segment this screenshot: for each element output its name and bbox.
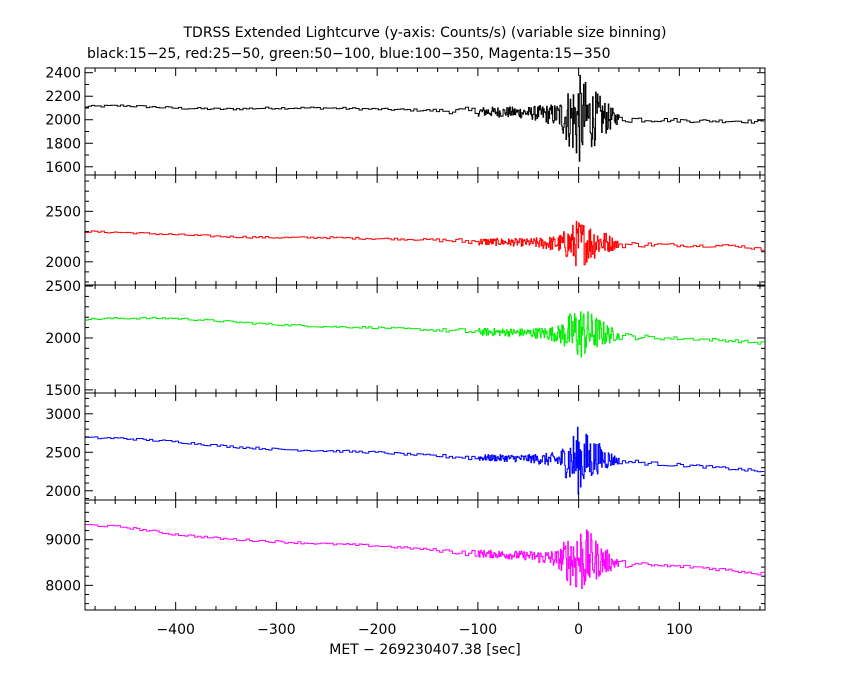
- y-tick-label: 2500: [45, 279, 81, 295]
- panels: 1600 1800 2000 2200 2400 2000 2500 1500 2000 2500…: [45, 66, 766, 611]
- x-tick-label: 0: [574, 622, 583, 638]
- x-tick-label: −400: [156, 622, 194, 638]
- y-tick-label: 2500: [45, 445, 81, 461]
- y-tick-label: 9000: [45, 533, 81, 549]
- y-tick-label: 2000: [45, 331, 81, 347]
- y-tick-label: 1800: [45, 136, 81, 152]
- panel-50-100: 1500 2000 2500: [45, 279, 766, 399]
- y-tick-label: 8000: [45, 578, 81, 594]
- x-axis-label: MET − 269230407.38 [sec]: [329, 642, 521, 658]
- x-tick-label: −300: [257, 622, 295, 638]
- panel-100-350: 2000 2500 3000: [45, 392, 766, 501]
- y-tick-label: 2000: [45, 255, 81, 271]
- panel-frame: [84, 67, 766, 176]
- panel-15-350: 8000 9000: [45, 499, 766, 611]
- y-tick-label: 1600: [45, 160, 81, 176]
- panel-15-25: 1600 1800 2000 2200 2400: [45, 66, 766, 176]
- panel-frame: [84, 499, 766, 611]
- y-tick-label: 2200: [45, 89, 81, 105]
- x-axis: −400 −300 −200 −100 0 100: [156, 622, 692, 638]
- x-tick-label: 100: [666, 622, 693, 638]
- series-line-50-100: [85, 311, 765, 358]
- chart-title: TDRSS Extended Lightcurve (y-axis: Count…: [182, 25, 666, 41]
- chart-subtitle: black:15−25, red:25−50, green:50−100, bl…: [87, 46, 611, 62]
- y-tick-label: 2400: [45, 66, 81, 82]
- panel-frame: [84, 392, 766, 501]
- x-tick-label: −200: [358, 622, 396, 638]
- y-tick-label: 3000: [45, 407, 81, 423]
- series-line-25-50: [85, 220, 765, 267]
- y-tick-label: 2000: [45, 484, 81, 500]
- x-tick-label: −100: [459, 622, 497, 638]
- panel-25-50: 2000 2500: [45, 174, 766, 286]
- series-line-100-350: [85, 426, 765, 495]
- y-tick-label: 2000: [45, 113, 81, 129]
- series-line-15-25: [85, 74, 765, 162]
- panel-frame: [84, 174, 766, 286]
- panel-frame: [84, 284, 766, 394]
- y-tick-label: 1500: [45, 383, 81, 399]
- y-tick-label: 2500: [45, 204, 81, 220]
- series-line-15-350: [85, 523, 765, 589]
